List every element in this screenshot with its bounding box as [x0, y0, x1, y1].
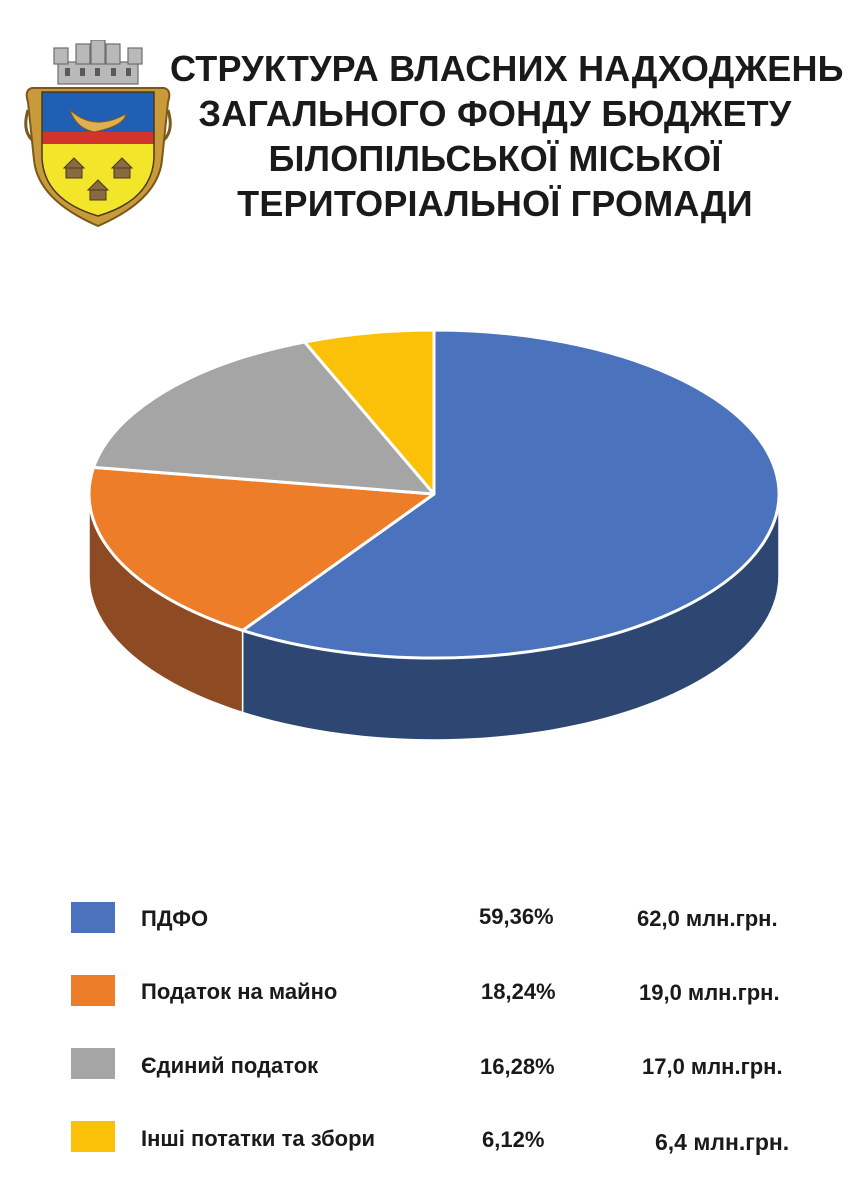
legend-percent: 16,28% [480, 1054, 555, 1079]
pie-slice-2 [87, 465, 436, 632]
legend-percent: 18,24% [481, 979, 556, 1004]
legend-amount: 19,0 млн.грн. [639, 980, 780, 1005]
legend-percent: 59,36% [479, 904, 554, 929]
legend-label: Інші потатки та збори [141, 1126, 376, 1151]
page-title: СТРУКТУРА ВЛАСНИХ НАДХОДЖЕНЬ ЗАГАЛЬНОГО … [170, 46, 844, 226]
pie-slice-1 [241, 330, 781, 660]
legend-percent: 6,12% [482, 1127, 545, 1152]
title-line-1: СТРУКТУРА ВЛАСНИХ НАДХОДЖЕНЬ [170, 48, 844, 89]
legend-label: ПДФО [141, 906, 209, 931]
legend-swatch [71, 1048, 115, 1079]
pie-slice-4 [303, 330, 436, 496]
legend: ПДФО 59,36% 62,0 млн.грн. Податок на май… [0, 880, 849, 1180]
legend-swatch [71, 975, 115, 1006]
legend-amount: 17,0 млн.грн. [642, 1054, 783, 1079]
coat-of-arms-icon [24, 40, 172, 228]
legend-item-other: Інші потатки та збори 6,12% 6,4 млн.грн. [0, 1121, 849, 1161]
title-line-4: ТЕРИТОРІАЛЬНОЇ ГРОМАДИ [237, 183, 753, 224]
title-line-3: БІЛОПІЛЬСЬКОЇ МІСЬКОЇ [268, 138, 722, 179]
legend-label: Податок на майно [141, 979, 338, 1004]
title-line-2: ЗАГАЛЬНОГО ФОНДУ БЮДЖЕТУ [198, 93, 792, 134]
legend-item-single-tax: Єдиний податок 16,28% 17,0 млн.грн. [0, 1048, 849, 1088]
pie-chart [87, 330, 781, 741]
legend-item-pdfo: ПДФО 59,36% 62,0 млн.грн. [0, 902, 849, 942]
legend-amount: 6,4 млн.грн. [655, 1129, 790, 1155]
pie-slice-3 [92, 340, 436, 496]
legend-label: Єдиний податок [141, 1053, 319, 1078]
legend-swatch [71, 902, 115, 933]
legend-amount: 62,0 млн.грн. [637, 906, 778, 931]
legend-swatch [71, 1121, 115, 1152]
legend-item-property-tax: Податок на майно 18,24% 19,0 млн.грн. [0, 975, 849, 1015]
